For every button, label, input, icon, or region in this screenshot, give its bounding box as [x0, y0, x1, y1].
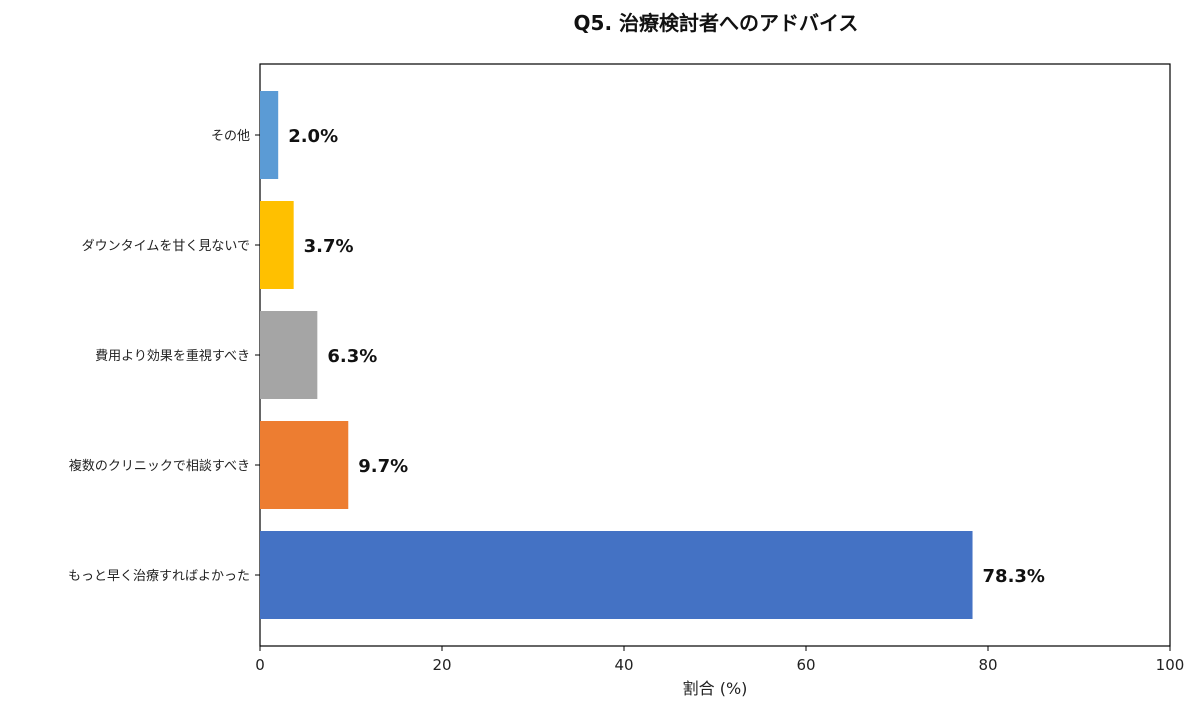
x-axis-ticks-group: 0 20 40 60 80 100: [255, 646, 1184, 674]
bar-5: [260, 531, 973, 619]
category-label: 複数のクリニックで相談すべき: [69, 458, 250, 474]
category-label: その他: [211, 129, 250, 144]
x-tick-label: 40: [614, 656, 633, 674]
bar-3: [260, 311, 318, 399]
x-tick-label: 20: [432, 656, 451, 674]
x-tick-label: 100: [1156, 656, 1185, 674]
category-label: ダウンタイムを甘く見ないで: [82, 239, 250, 254]
category-label: もっと早く治療すればよかった: [68, 569, 250, 584]
category-labels-group: その他ダウンタイムを甘く見ないで費用より効果を重視すべき複数のクリニックで相談す…: [68, 129, 260, 584]
x-tick-label: 60: [796, 656, 815, 674]
x-tick-label: 0: [255, 656, 265, 674]
x-tick-label: 80: [978, 656, 997, 674]
data-labels-group: 2.0% 3.7% 6.3% 9.7% 78.3%: [288, 126, 1045, 587]
x-axis-label: 割合 (%): [683, 679, 748, 698]
chart-title: Q5. 治療検討者へのアドバイス: [574, 11, 859, 35]
data-label: 6.3%: [327, 346, 377, 367]
bar-1: [260, 91, 279, 179]
bar-2: [260, 201, 294, 289]
category-label: 費用より効果を重視すべき: [95, 348, 250, 364]
data-label: 3.7%: [304, 236, 354, 257]
bar-4: [260, 421, 349, 509]
data-label: 9.7%: [358, 456, 408, 477]
bars-group: [260, 91, 973, 619]
data-label: 78.3%: [983, 566, 1045, 587]
data-label: 2.0%: [288, 126, 338, 147]
